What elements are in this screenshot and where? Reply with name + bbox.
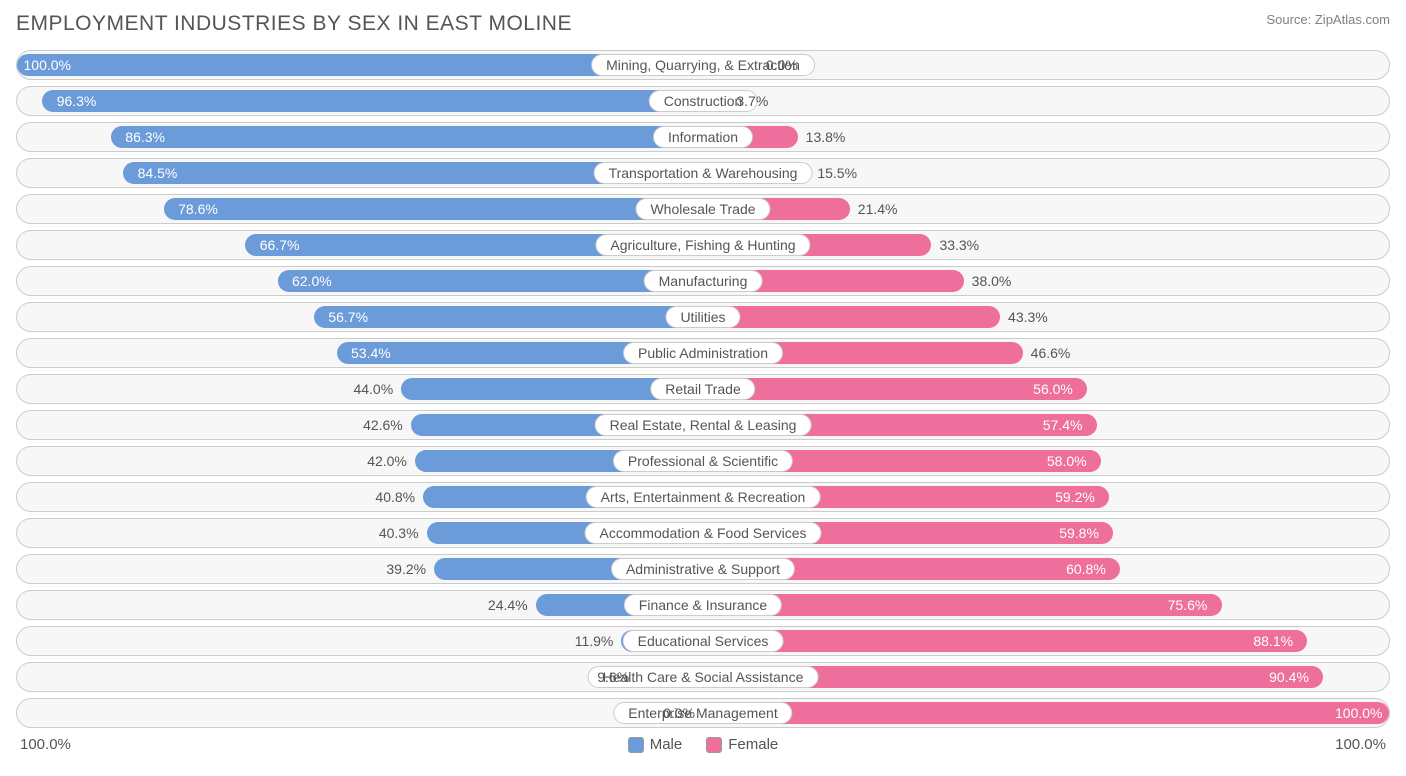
male-value: 44.0% <box>353 381 393 397</box>
female-value: 60.8% <box>1066 561 1106 577</box>
female-value: 59.8% <box>1059 525 1099 541</box>
category-label: Transportation & Warehousing <box>594 162 813 184</box>
chart-row: Construction96.3%3.7% <box>16 86 1390 116</box>
category-label: Enterprise Management <box>613 702 792 724</box>
legend-male-label: Male <box>650 736 683 753</box>
male-value: 42.6% <box>363 417 403 433</box>
male-value: 0.0% <box>663 705 695 721</box>
chart-row: Educational Services 11.9% 88.1% <box>16 626 1390 656</box>
male-value: 53.4% <box>351 345 391 361</box>
category-label: Public Administration <box>623 342 783 364</box>
chart-row: Manufacturing 62.0% 38.0% <box>16 266 1390 296</box>
male-bar <box>42 90 703 112</box>
chart-row: Retail Trade 44.0% 56.0% <box>16 374 1390 404</box>
category-label: Administrative & Support <box>611 558 795 580</box>
female-value: 21.4% <box>858 201 898 217</box>
male-value: 100.0% <box>24 57 71 73</box>
chart-row: Information 86.3% 13.8% <box>16 122 1390 152</box>
female-value: 3.7% <box>736 93 768 109</box>
male-bar <box>164 198 703 220</box>
chart-row: Transportation & Warehousing 84.5% 15.5% <box>16 158 1390 188</box>
legend-female-label: Female <box>728 736 778 753</box>
male-value: 66.7% <box>260 237 300 253</box>
axis-right-label: 100.0% <box>1335 736 1386 753</box>
male-bar <box>314 306 703 328</box>
chart-row: Accommodation & Food Services 40.3% 59.8% <box>16 518 1390 548</box>
chart-row: Mining, Quarrying, & Extraction100.0%0.0… <box>16 50 1390 80</box>
axis-left-label: 100.0% <box>20 736 71 753</box>
male-bar <box>111 126 703 148</box>
female-bar <box>703 378 1087 400</box>
female-value: 88.1% <box>1253 633 1293 649</box>
legend: Male Female <box>628 736 779 753</box>
male-value: 96.3% <box>57 93 97 109</box>
female-value: 13.8% <box>806 129 846 145</box>
chart-title: EMPLOYMENT INDUSTRIES BY SEX IN EAST MOL… <box>16 12 572 36</box>
male-value: 56.7% <box>328 309 368 325</box>
female-value: 33.3% <box>939 237 979 253</box>
chart-row: Administrative & Support 39.2% 60.8% <box>16 554 1390 584</box>
female-value: 59.2% <box>1055 489 1095 505</box>
chart-row: Finance & Insurance 24.4% 75.6% <box>16 590 1390 620</box>
chart-row: Professional & Scientific 42.0% 58.0% <box>16 446 1390 476</box>
legend-female: Female <box>706 736 778 753</box>
female-value: 46.6% <box>1031 345 1071 361</box>
female-swatch-icon <box>706 737 722 753</box>
category-label: Arts, Entertainment & Recreation <box>586 486 821 508</box>
male-value: 9.6% <box>597 669 629 685</box>
category-label: Educational Services <box>623 630 784 652</box>
female-bar <box>703 702 1389 724</box>
chart-row: Enterprise Management0.0% 100.0% <box>16 698 1390 728</box>
male-value: 11.9% <box>575 633 614 649</box>
female-value: 0.0% <box>766 57 798 73</box>
category-label: Retail Trade <box>650 378 755 400</box>
chart-row: Real Estate, Rental & Leasing 42.6% 57.4% <box>16 410 1390 440</box>
female-value: 58.0% <box>1047 453 1087 469</box>
chart-row: Wholesale Trade 78.6% 21.4% <box>16 194 1390 224</box>
category-label: Wholesale Trade <box>635 198 770 220</box>
male-value: 84.5% <box>138 165 178 181</box>
category-label: Manufacturing <box>644 270 763 292</box>
male-value: 78.6% <box>178 201 218 217</box>
category-label: Information <box>653 126 753 148</box>
chart-row: Utilities 56.7% 43.3% <box>16 302 1390 332</box>
female-value: 15.5% <box>817 165 857 181</box>
source-attribution: Source: ZipAtlas.com <box>1266 12 1390 27</box>
category-label: Finance & Insurance <box>624 594 782 616</box>
male-bar <box>278 270 703 292</box>
female-bar <box>703 630 1307 652</box>
female-value: 56.0% <box>1033 381 1073 397</box>
male-swatch-icon <box>628 737 644 753</box>
category-label: Utilities <box>665 306 740 328</box>
male-value: 86.3% <box>125 129 165 145</box>
male-value: 40.3% <box>379 525 419 541</box>
female-value: 38.0% <box>972 273 1012 289</box>
male-value: 42.0% <box>367 453 407 469</box>
female-value: 43.3% <box>1008 309 1048 325</box>
legend-male: Male <box>628 736 683 753</box>
chart-row: Agriculture, Fishing & Hunting 66.7% 33.3% <box>16 230 1390 260</box>
category-label: Agriculture, Fishing & Hunting <box>595 234 810 256</box>
male-value: 24.4% <box>488 597 528 613</box>
male-value: 39.2% <box>386 561 426 577</box>
diverging-bar-chart: Mining, Quarrying, & Extraction100.0%0.0… <box>16 50 1390 728</box>
category-label: Accommodation & Food Services <box>585 522 822 544</box>
female-value: 100.0% <box>1335 705 1382 721</box>
female-bar <box>703 306 1000 328</box>
chart-row: Health Care & Social Assistance9.6%90.4% <box>16 662 1390 692</box>
chart-row: Arts, Entertainment & Recreation 40.8% 59.… <box>16 482 1390 512</box>
category-label: Real Estate, Rental & Leasing <box>595 414 812 436</box>
female-value: 90.4% <box>1269 669 1309 685</box>
male-value: 62.0% <box>292 273 332 289</box>
category-label: Professional & Scientific <box>613 450 793 472</box>
male-value: 40.8% <box>375 489 415 505</box>
female-value: 57.4% <box>1043 417 1083 433</box>
chart-row: Public Administration 53.4% 46.6% <box>16 338 1390 368</box>
female-value: 75.6% <box>1168 597 1208 613</box>
